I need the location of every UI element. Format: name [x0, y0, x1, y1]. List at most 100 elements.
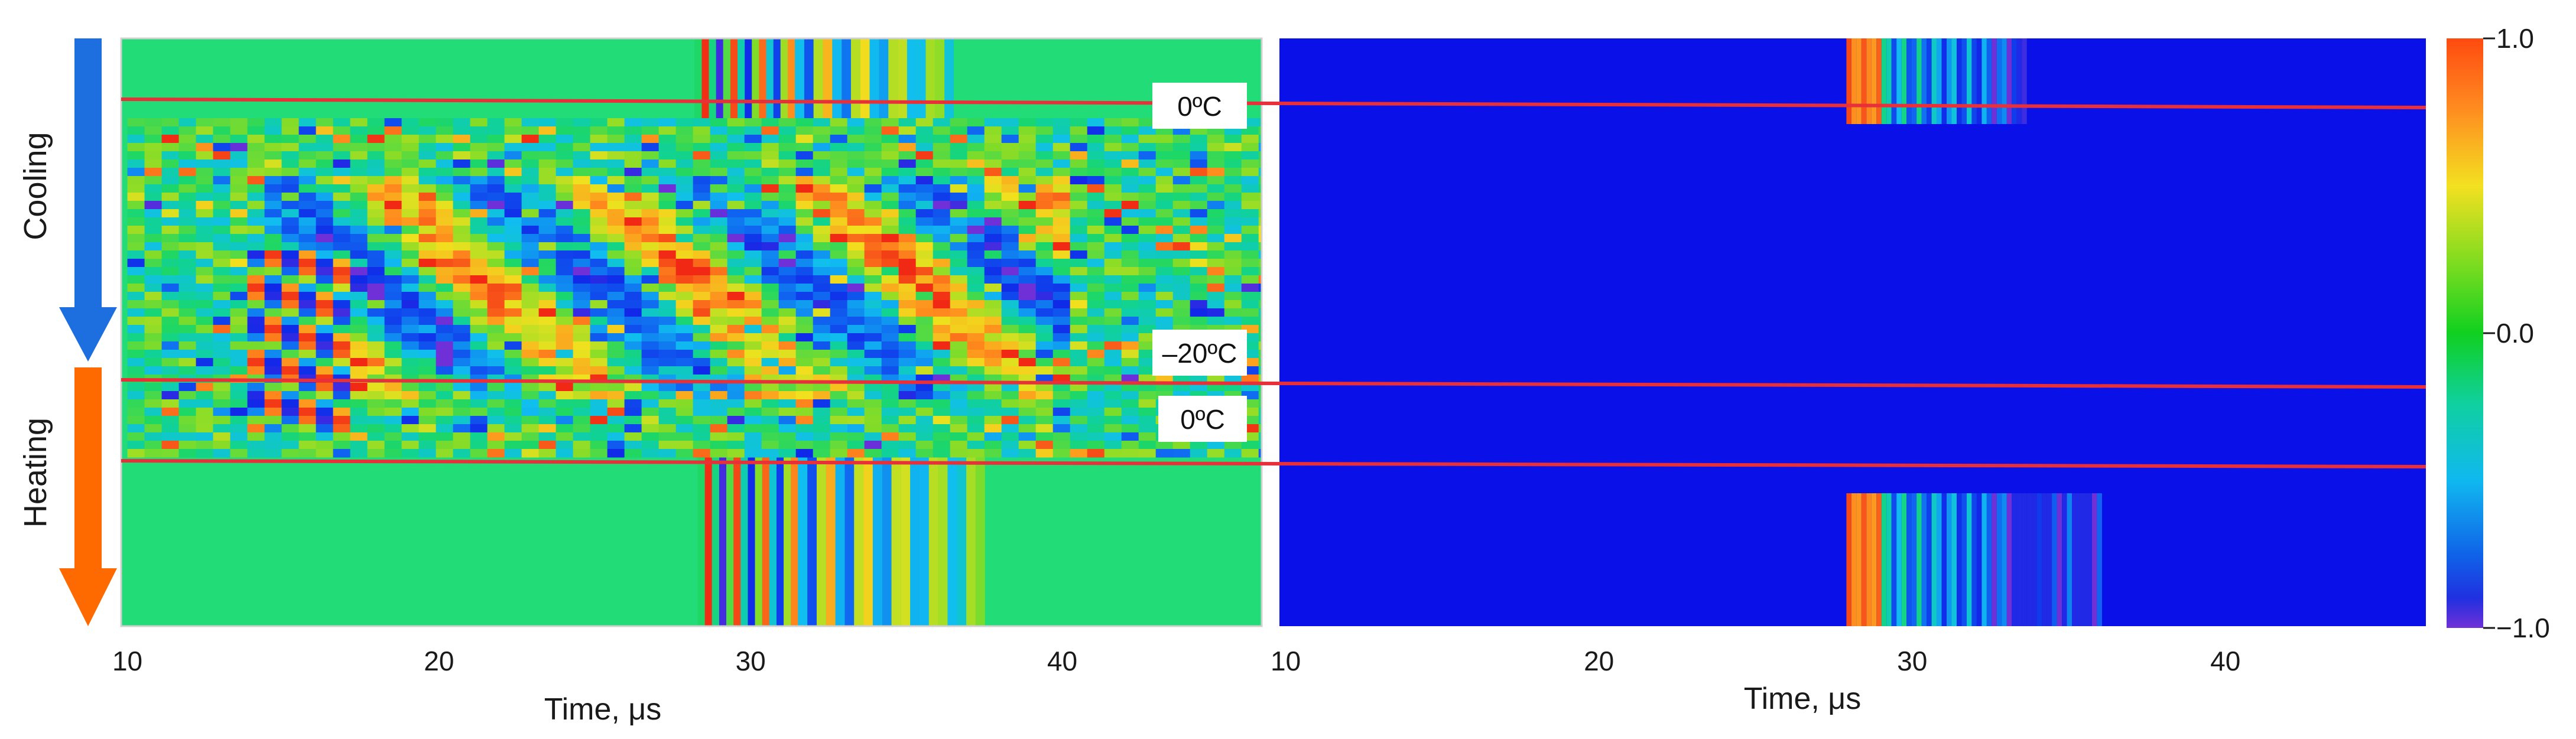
- heatmap-cell: [556, 341, 574, 350]
- heatmap-cell: [967, 350, 985, 359]
- heatmap-cell: [264, 126, 282, 135]
- heatmap-cell: [1258, 284, 1262, 292]
- heatmap-cell: [950, 292, 968, 301]
- heatmap-cell: [1121, 118, 1139, 127]
- heatmap-cell: [470, 449, 488, 458]
- heatmap-cell: [573, 267, 591, 276]
- heatmap-cell: [281, 366, 300, 375]
- heatmap-cell: [967, 416, 985, 425]
- temp-label-minus20c: –20ºC: [1162, 338, 1237, 369]
- heatmap-cell: [1104, 441, 1122, 450]
- heatmap-cell: [178, 399, 197, 408]
- heatmap-cell: [984, 308, 1002, 317]
- heatmap-cell: [316, 300, 334, 309]
- heatmap-cell: [247, 135, 265, 144]
- heatmap-cell: [1224, 159, 1242, 168]
- waveform-stripe: [888, 38, 898, 118]
- heatmap-cell: [538, 292, 557, 301]
- heatmap-cell: [967, 184, 985, 193]
- heatmap-cell: [830, 193, 848, 201]
- heatmap-cell: [864, 118, 882, 127]
- heatmap-cell: [298, 184, 317, 193]
- heatmap-cell: [984, 201, 1002, 210]
- heatmap-cell: [607, 441, 625, 450]
- heatmap-cell: [1138, 201, 1157, 210]
- heatmap-cell: [1155, 267, 1174, 276]
- heatmap-cell: [933, 226, 951, 235]
- heatmap-cell: [487, 275, 505, 284]
- heatmap-cell: [778, 176, 797, 185]
- heatmap-cell: [573, 358, 591, 367]
- heatmap-cell: [1035, 242, 1054, 251]
- heatmap-cell: [521, 217, 540, 226]
- heatmap-cell: [538, 391, 557, 400]
- heatmap-cell: [333, 126, 351, 135]
- heatmap-cell: [1070, 424, 1088, 433]
- heatmap-cell: [1172, 217, 1191, 226]
- heatmap-cell: [1258, 325, 1262, 334]
- heatmap-cell: [178, 151, 197, 160]
- heatmap-cell: [247, 209, 265, 218]
- heatmap-cell: [504, 432, 522, 441]
- heatmap-cell: [418, 432, 437, 441]
- heatmap-cell: [813, 193, 831, 201]
- heatmap-cell: [847, 118, 865, 127]
- heatmap-cell: [813, 168, 831, 177]
- heatmap-cell: [1053, 250, 1071, 259]
- heatmap-cell: [658, 366, 677, 375]
- heatmap-cell: [573, 325, 591, 334]
- heatmap-cell: [247, 350, 265, 359]
- heatmap-cell: [436, 333, 454, 342]
- heatmap-cell: [1258, 441, 1262, 450]
- heatmap-cell: [898, 143, 917, 152]
- heatmap-cell: [590, 341, 608, 350]
- heatmap-cell: [161, 275, 180, 284]
- heatmap-cell: [264, 441, 282, 450]
- heatmap-cell: [333, 383, 351, 392]
- heatmap-cell: [196, 350, 214, 359]
- heatmap-cell: [213, 441, 231, 450]
- waveform-stripe: [947, 455, 957, 626]
- heatmap-cell: [933, 275, 951, 284]
- heatmap-cell: [247, 118, 265, 127]
- correlation-stripe: [2067, 493, 2073, 626]
- heatmap-cell: [487, 151, 505, 160]
- heatmap-cell: [710, 284, 728, 292]
- heatmap-cell: [607, 449, 625, 458]
- heatmap-cell: [641, 242, 660, 251]
- heatmap-cell: [590, 292, 608, 301]
- heatmap-cell: [264, 391, 282, 400]
- heatmap-cell: [298, 416, 317, 425]
- heatmap-cell: [1224, 317, 1242, 325]
- heatmap-cell: [196, 184, 214, 193]
- heatmap-cell: [178, 217, 197, 226]
- heatmap-cell: [333, 259, 351, 268]
- correlation-stripe: [1921, 38, 1927, 124]
- heatmap-cell: [538, 242, 557, 251]
- heatmap-cell: [436, 135, 454, 144]
- heatmap-cell: [178, 250, 197, 259]
- heatmap-cell: [761, 366, 779, 375]
- correlation-stripe: [2032, 493, 2037, 626]
- heatmap-cell: [247, 284, 265, 292]
- heatmap-cell: [264, 193, 282, 201]
- heatmap-cell: [1121, 184, 1139, 193]
- heatmap-cell: [984, 275, 1002, 284]
- heatmap-cell: [847, 358, 865, 367]
- heatmap-cell: [864, 193, 882, 201]
- heatmap-cell: [984, 399, 1002, 408]
- heatmap-cell: [487, 209, 505, 218]
- heatmap-cell: [984, 449, 1002, 458]
- heatmap-cell: [521, 226, 540, 235]
- heatmap-cell: [1035, 250, 1054, 259]
- heatmap-cell: [813, 292, 831, 301]
- heatmap-cell: [1241, 135, 1259, 144]
- heatmap-cell: [144, 333, 163, 342]
- heatmap-cell: [264, 118, 282, 127]
- heatmap-cell: [830, 226, 848, 235]
- heatmap-cell: [1001, 383, 1019, 392]
- heatmap-cell: [470, 259, 488, 268]
- heatmap-cell: [161, 259, 180, 268]
- heatmap-cell: [813, 341, 831, 350]
